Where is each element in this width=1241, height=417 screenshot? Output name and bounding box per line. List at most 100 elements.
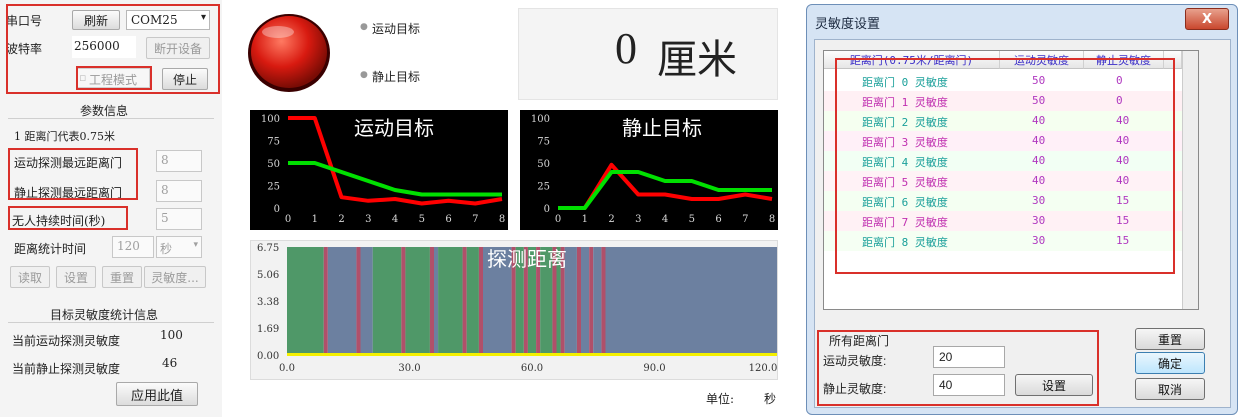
distance-band xyxy=(434,247,439,355)
dialog-body: 距离门(0.75米/距离门) 运动灵敏度 静止灵敏度 距离门 0 灵敏度 50 0 距… xyxy=(814,39,1231,408)
nobody-duration-input[interactable]: 5 xyxy=(156,208,202,230)
still-target-chart-plot: 100 75 50 25 00 1 2 3 4 5 6 7 8 xyxy=(531,114,775,225)
still-target-chart: 100 75 50 25 0 0 1 2 3 4 5 6 7 8 静止目标 xyxy=(520,110,778,230)
x-tick-label: 0 xyxy=(285,214,291,225)
table-row[interactable]: 距离门 1 灵敏度 50 0 xyxy=(824,91,1198,111)
still-sens-input[interactable]: 40 xyxy=(933,374,1005,396)
chart-title: 静止目标 xyxy=(622,116,702,140)
x-tick-label: 8 xyxy=(499,214,505,225)
port-label: 串口号 xyxy=(6,14,43,28)
still-sens-label: 静止灵敏度: xyxy=(823,382,887,396)
still-sens-cell: 15 xyxy=(1116,214,1130,227)
bullet-icon: ● xyxy=(360,70,368,80)
x-tick-label: 8 xyxy=(769,214,775,225)
x-tick-label: 0 xyxy=(555,214,561,225)
distance-band xyxy=(581,247,590,355)
y-tick-label: 100 xyxy=(261,114,280,125)
still-sens-cell: 40 xyxy=(1116,174,1130,187)
dialog-reset-button[interactable]: 重置 xyxy=(1135,328,1205,350)
distance-band xyxy=(540,247,553,355)
distance-band xyxy=(405,247,430,355)
x-tick-label: 120.0 xyxy=(749,363,778,374)
apply-button[interactable]: 应用此值 xyxy=(116,382,198,406)
move-sens-cell: 50 xyxy=(1032,74,1046,87)
port-select[interactable]: COM25 ▾ xyxy=(126,10,210,30)
stop-button[interactable]: 停止 xyxy=(162,68,208,90)
close-button[interactable]: X xyxy=(1185,8,1229,30)
move-sens-cell: 50 xyxy=(1032,94,1046,107)
y-tick-label: 25 xyxy=(537,182,550,193)
baud-input-value: 256000 xyxy=(74,39,120,53)
cur-still-sens-value: 46 xyxy=(162,356,178,370)
still-max-gate-input[interactable]: 8 xyxy=(156,180,202,202)
engineering-mode-checkbox[interactable]: ▫ 工程模式 xyxy=(76,68,150,88)
distance-band xyxy=(576,247,581,355)
move-sens-input[interactable]: 20 xyxy=(933,346,1005,368)
refresh-button[interactable]: 刷新 xyxy=(72,10,120,30)
still-sens-cell: 0 xyxy=(1116,94,1123,107)
column-header[interactable]: 静止灵敏度 xyxy=(1084,51,1164,69)
table-row[interactable]: 距离门 6 灵敏度 30 15 xyxy=(824,191,1198,211)
disconnect-button[interactable]: 断开设备 xyxy=(146,37,210,59)
read-button[interactable]: 读取 xyxy=(10,266,50,288)
distance-band xyxy=(593,247,602,355)
gate-cell: 距离门 5 灵敏度 xyxy=(862,176,948,189)
y-tick-label: 0 xyxy=(274,204,280,215)
distance-band xyxy=(372,247,402,355)
stat-time-input[interactable]: 120 xyxy=(112,236,154,258)
distance-band xyxy=(589,247,594,355)
table-row[interactable]: 距离门 2 灵敏度 40 40 xyxy=(824,111,1198,131)
x-tick-label: 6 xyxy=(445,214,451,225)
table-row[interactable]: 距离门 4 灵敏度 40 40 xyxy=(824,151,1198,171)
sensitivity-button[interactable]: 灵敏度... xyxy=(144,266,206,288)
column-header[interactable]: 距离门(0.75米/距离门) xyxy=(824,51,1000,69)
cancel-button[interactable]: 取消 xyxy=(1135,378,1205,400)
table-row[interactable]: 距离门 3 灵敏度 40 40 xyxy=(824,131,1198,151)
x-tick-label: 60.0 xyxy=(521,363,543,374)
move-max-gate-input[interactable]: 8 xyxy=(156,150,202,172)
x-tick-label: 90.0 xyxy=(643,363,665,374)
distance-band xyxy=(527,247,537,355)
sensitivity-table[interactable]: 距离门(0.75米/距离门) 运动灵敏度 静止灵敏度 距离门 0 灵敏度 50 0 距… xyxy=(823,50,1199,310)
distance-band xyxy=(511,247,516,355)
table-row[interactable]: 距离门 0 灵敏度 50 0 xyxy=(824,71,1198,91)
set-button[interactable]: 设置 xyxy=(56,266,96,288)
distance-band xyxy=(478,247,483,355)
dialog-set-button[interactable]: 设置 xyxy=(1015,374,1093,396)
x-tick-label: 5 xyxy=(689,214,695,225)
move-target-chart-plot: 100 75 50 25 00 1 2 3 4 5 6 7 8 xyxy=(261,114,505,225)
divider xyxy=(8,118,214,119)
baseline xyxy=(287,353,777,356)
cur-still-sens-label: 当前静止探测灵敏度 xyxy=(12,362,121,376)
baud-input[interactable]: 256000 xyxy=(72,36,136,58)
table-row[interactable]: 距离门 5 灵敏度 40 40 xyxy=(824,171,1198,191)
table-row[interactable]: 距离门 8 灵敏度 30 15 xyxy=(824,231,1198,251)
distance-band xyxy=(601,247,606,355)
gate-cell: 距离门 4 灵敏度 xyxy=(862,156,948,169)
distance-band xyxy=(556,247,561,355)
distance-display: 0 厘米 xyxy=(518,8,778,100)
distance-band xyxy=(564,247,577,355)
vertical-scrollbar[interactable] xyxy=(1182,51,1198,309)
stat-time-label: 距离统计时间 xyxy=(14,242,87,256)
column-header[interactable]: 运动灵敏度 xyxy=(1000,51,1084,69)
x-tick-label: 7 xyxy=(742,214,748,225)
y-tick-label: 3.38 xyxy=(257,297,279,308)
gate-cell: 距离门 0 灵敏度 xyxy=(862,76,948,89)
x-tick-label: 1 xyxy=(312,214,318,225)
distance-value: 0 xyxy=(615,24,637,73)
table-row[interactable]: 距离门 7 灵敏度 30 15 xyxy=(824,211,1198,231)
gate-cell: 距离门 8 灵敏度 xyxy=(862,236,948,249)
reset-button[interactable]: 重置 xyxy=(102,266,142,288)
distance-band xyxy=(560,247,565,355)
distance-band xyxy=(327,247,357,355)
distance-band xyxy=(466,247,479,355)
move-sens-cell: 40 xyxy=(1032,134,1046,147)
gate-cell: 距离门 3 灵敏度 xyxy=(862,136,948,149)
ok-button[interactable]: 确定 xyxy=(1135,352,1205,374)
all-gates-group: 所有距离门 运动灵敏度: 静止灵敏度: xyxy=(819,328,1009,404)
distance-band xyxy=(483,247,512,355)
x-tick-label: 2 xyxy=(608,214,614,225)
still-sens-cell: 40 xyxy=(1116,154,1130,167)
stat-time-unit-select[interactable]: 秒 ▾ xyxy=(156,236,202,258)
